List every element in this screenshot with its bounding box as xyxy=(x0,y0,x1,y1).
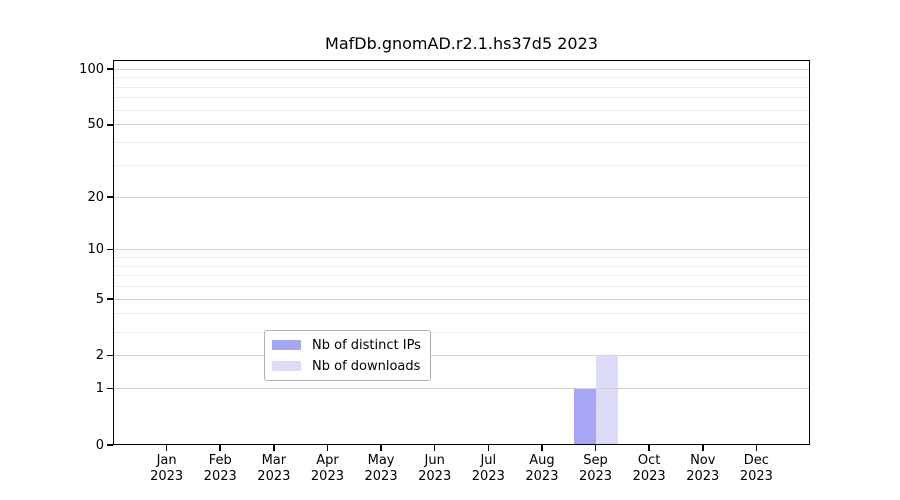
x-axis-tick-label: Mar 2023 xyxy=(246,453,302,485)
minor-gridline xyxy=(113,265,810,267)
year-label: 2023 xyxy=(257,469,291,484)
y-axis-tick-label: 2 xyxy=(95,348,104,364)
year-label: 2023 xyxy=(364,469,398,484)
month-label: Dec xyxy=(743,453,769,468)
year-label: 2023 xyxy=(471,469,505,484)
minor-gridline xyxy=(113,275,810,277)
major-gridline xyxy=(113,355,810,357)
y-axis-tick-label: 100 xyxy=(79,61,104,77)
x-axis-tick xyxy=(219,445,221,451)
minor-gridline xyxy=(113,313,810,315)
year-label: 2023 xyxy=(686,469,720,484)
x-axis-tick-label: Aug 2023 xyxy=(514,453,570,485)
minor-gridline xyxy=(113,331,810,333)
x-axis-tick xyxy=(273,445,275,451)
year-label: 2023 xyxy=(150,469,184,484)
year-label: 2023 xyxy=(203,469,237,484)
x-axis-tick-label: Nov 2023 xyxy=(675,453,731,485)
year-label: 2023 xyxy=(525,469,559,484)
legend: Nb of distinct IPs Nb of downloads xyxy=(264,330,431,381)
x-axis-tick-label: Jan 2023 xyxy=(139,453,195,485)
x-axis-tick-label: Oct 2023 xyxy=(621,453,677,485)
x-axis-tick xyxy=(648,445,650,451)
month-label: Jul xyxy=(480,453,497,468)
month-label: Jun xyxy=(424,453,445,468)
month-label: Oct xyxy=(637,453,661,468)
month-label: Nov xyxy=(690,453,716,468)
month-label: May xyxy=(367,453,395,468)
minor-gridline xyxy=(113,142,810,144)
y-axis-tick xyxy=(107,387,113,390)
legend-item: Nb of downloads xyxy=(272,357,421,375)
y-axis-tick xyxy=(107,124,113,126)
y-axis-tick-label: 5 xyxy=(95,291,104,307)
minor-gridline xyxy=(113,164,810,166)
major-gridline xyxy=(113,68,810,70)
y-axis-tick-label: 50 xyxy=(87,117,104,133)
major-gridline xyxy=(113,249,810,251)
y-axis-tick-label: 20 xyxy=(87,189,104,205)
x-axis-tick-label: Sep 2023 xyxy=(568,453,624,485)
minor-gridline xyxy=(113,109,810,111)
x-axis-tick xyxy=(702,445,704,451)
month-label: Apr xyxy=(316,453,339,468)
bar-distinct-ips xyxy=(573,388,596,445)
major-gridline xyxy=(113,388,810,390)
year-label: 2023 xyxy=(739,469,773,484)
legend-swatch xyxy=(272,340,301,350)
bar-downloads xyxy=(595,355,618,445)
major-gridline xyxy=(113,196,810,198)
month-label: Sep xyxy=(583,453,608,468)
major-gridline xyxy=(113,298,810,300)
year-label: 2023 xyxy=(632,469,666,484)
y-axis-tick xyxy=(107,68,113,70)
x-axis-tick-label: Jul 2023 xyxy=(460,453,516,485)
month-label: Feb xyxy=(208,453,232,468)
month-label: Aug xyxy=(529,453,555,468)
year-label: 2023 xyxy=(418,469,452,484)
x-axis-tick xyxy=(594,445,597,451)
month-label: Mar xyxy=(261,453,287,468)
month-label: Jan xyxy=(156,453,177,468)
minor-gridline xyxy=(113,97,810,99)
y-axis-tick-label: 10 xyxy=(87,242,104,258)
y-axis-tick xyxy=(107,196,113,198)
x-axis-tick xyxy=(326,445,329,451)
y-axis-tick xyxy=(107,248,113,251)
legend-item: Nb of distinct IPs xyxy=(272,336,421,354)
x-axis-tick xyxy=(755,445,758,451)
legend-item-label: Nb of downloads xyxy=(312,358,421,374)
minor-gridline xyxy=(113,256,810,258)
x-axis-tick xyxy=(380,445,382,451)
x-axis-tick xyxy=(165,445,168,451)
x-axis-tick xyxy=(487,445,490,451)
minor-gridline xyxy=(113,86,810,88)
x-axis-tick-label: Feb 2023 xyxy=(192,453,248,485)
year-label: 2023 xyxy=(578,469,613,484)
x-axis-tick-label: Jun 2023 xyxy=(407,453,463,485)
y-axis-tick xyxy=(107,298,113,300)
legend-item-label: Nb of distinct IPs xyxy=(312,337,421,353)
x-axis-tick xyxy=(541,445,543,451)
x-axis-tick-label: May 2023 xyxy=(353,453,409,485)
minor-gridline xyxy=(113,286,810,288)
x-axis-tick-label: Dec 2023 xyxy=(728,453,784,485)
major-gridline xyxy=(113,124,810,126)
x-axis-tick xyxy=(433,445,436,451)
y-axis-tick-label: 1 xyxy=(95,381,104,397)
x-axis-tick-label: Apr 2023 xyxy=(299,453,355,485)
legend-swatch xyxy=(272,361,301,371)
y-axis-tick xyxy=(107,444,113,446)
plot-area xyxy=(113,60,810,445)
y-axis-tick xyxy=(107,354,113,357)
year-label: 2023 xyxy=(310,469,344,484)
plot-border xyxy=(113,60,810,445)
chart-title: MafDb.gnomAD.r2.1.hs37d5 2023 xyxy=(325,34,598,53)
y-axis-tick-label: 0 xyxy=(95,437,104,453)
minor-gridline xyxy=(113,77,810,79)
